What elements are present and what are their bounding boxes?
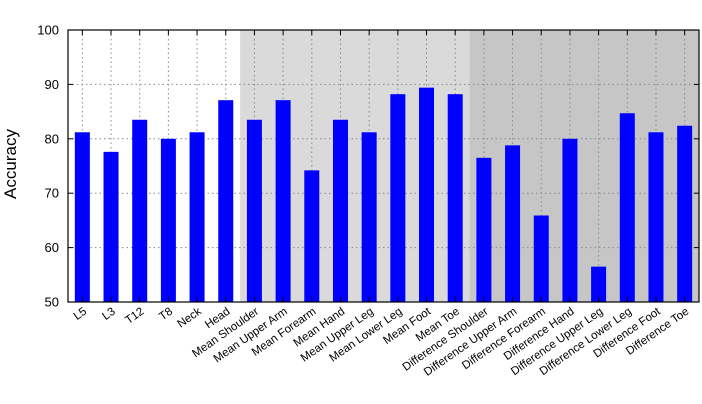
bar-22 bbox=[677, 125, 693, 302]
bar-11 bbox=[361, 132, 377, 302]
bar-12 bbox=[390, 94, 406, 302]
y-tick-label: 70 bbox=[45, 186, 59, 201]
y-tick-label: 100 bbox=[37, 23, 59, 38]
bar-20 bbox=[619, 113, 635, 303]
y-axis-ticks: 50 60 70 80 90 100 bbox=[37, 23, 699, 310]
region-band-0 bbox=[68, 30, 241, 302]
y-tick-label: 60 bbox=[45, 240, 59, 255]
x-tick-label: T8 bbox=[157, 306, 175, 324]
x-tick-label: Neck bbox=[175, 305, 204, 330]
bar-18 bbox=[562, 138, 578, 302]
y-tick-label: 80 bbox=[45, 131, 59, 146]
bars bbox=[74, 87, 693, 303]
bar-15 bbox=[476, 157, 492, 302]
bar-21 bbox=[648, 132, 664, 302]
y-tick-label: 50 bbox=[45, 295, 59, 310]
bar-3 bbox=[132, 119, 148, 302]
bar-10 bbox=[332, 119, 348, 302]
bar-13 bbox=[419, 87, 435, 302]
x-tick-label: T12 bbox=[123, 306, 146, 327]
bar-8 bbox=[275, 100, 291, 303]
bar-5 bbox=[189, 132, 205, 302]
bar-16 bbox=[505, 145, 521, 302]
bar-17 bbox=[533, 215, 549, 302]
x-tick-label: L5 bbox=[72, 306, 89, 323]
bar-2 bbox=[103, 151, 119, 302]
y-tick-label: 90 bbox=[45, 77, 59, 92]
region-band-1 bbox=[240, 30, 470, 302]
bar-6 bbox=[218, 100, 234, 303]
bar-19 bbox=[591, 266, 607, 302]
y-axis-label: Accuracy bbox=[1, 129, 20, 199]
region-band-2 bbox=[469, 30, 699, 302]
plot-frame bbox=[67, 29, 700, 303]
bar-1 bbox=[74, 132, 90, 302]
x-tick-label: L3 bbox=[100, 306, 117, 323]
bar-4 bbox=[160, 138, 176, 302]
bar-9 bbox=[304, 170, 320, 302]
bar-14 bbox=[447, 94, 463, 302]
bar-7 bbox=[246, 119, 262, 302]
